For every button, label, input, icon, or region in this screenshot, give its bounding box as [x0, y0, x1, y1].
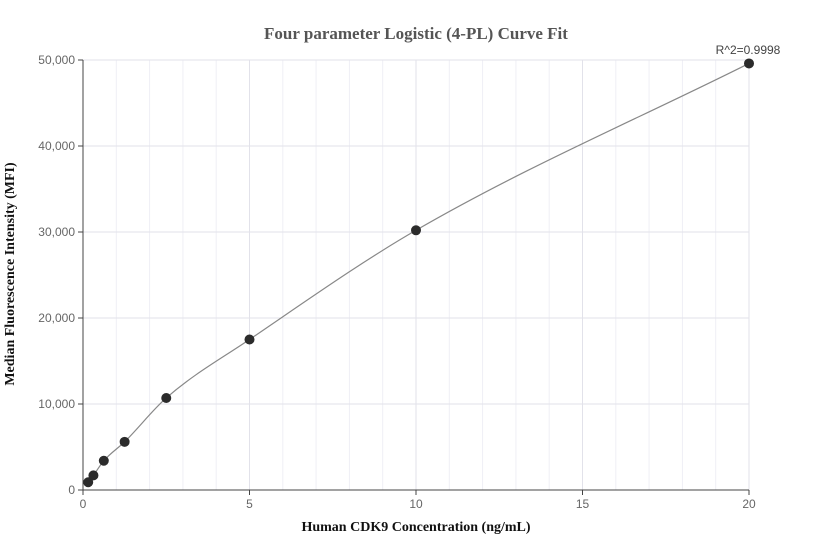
data-point[interactable] — [83, 477, 94, 488]
y-tick-label: 0 — [68, 483, 75, 497]
x-axis-ticks: 0 5 10 15 20 — [80, 490, 756, 511]
y-tick-label: 40,000 — [38, 139, 75, 153]
data-point[interactable] — [161, 392, 172, 403]
data-point[interactable] — [744, 58, 754, 69]
y-tick-label: 10,000 — [38, 397, 75, 411]
data-point[interactable] — [88, 470, 99, 481]
y-axis-ticks: 0 10,000 20,000 30,000 40,000 50,000 — [38, 53, 83, 497]
y-axis-title: Median Fluorescence Intensity (MFI) — [3, 162, 18, 386]
y-tick-label: 50,000 — [38, 53, 75, 67]
data-point[interactable] — [98, 455, 109, 466]
x-tick-label: 15 — [576, 497, 590, 511]
data-point[interactable] — [244, 334, 255, 345]
x-tick-label: 0 — [80, 497, 87, 511]
y-tick-label: 20,000 — [38, 311, 75, 325]
data-point[interactable] — [119, 436, 130, 447]
x-tick-label: 10 — [409, 497, 423, 511]
data-points — [83, 58, 754, 488]
r-squared-annotation: R^2=0.9998 — [716, 43, 781, 57]
fit-curve — [87, 62, 750, 483]
x-axis-title: Human CDK9 Concentration (ng/mL) — [301, 520, 530, 535]
y-tick-label: 30,000 — [38, 225, 75, 239]
x-tick-label: 20 — [742, 497, 756, 511]
grid — [82, 59, 750, 491]
data-point[interactable] — [411, 225, 421, 236]
chart-title: Four parameter Logistic (4-PL) Curve Fit — [264, 24, 568, 43]
x-tick-label: 5 — [246, 497, 253, 511]
